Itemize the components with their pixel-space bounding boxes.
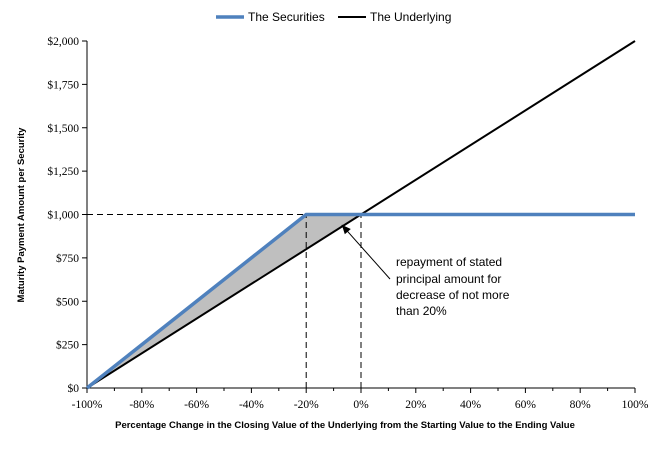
x-tick-labels: -100% -80% -60% -40% -20% 0% 20% 40% 60% 80% 100% (72, 399, 649, 411)
x-tick-label: -80% (129, 399, 154, 411)
legend: The Securities The Underlying (216, 10, 451, 24)
x-axis-title: Percentage Change in the Closing Value o… (115, 420, 575, 431)
legend-label-underlying: The Underlying (370, 10, 451, 24)
y-axis-title: Maturity Payment Amount per Security (16, 127, 27, 303)
annotation-arrow (341, 224, 391, 280)
annotation-arrowhead (341, 224, 351, 235)
reference-lines (87, 214, 362, 388)
y-tick-label: $0 (68, 382, 80, 395)
x-tick-label: 40% (460, 399, 482, 411)
legend-label-securities: The Securities (248, 10, 325, 24)
annotation-line-3: decrease of not more (396, 288, 510, 302)
x-tick-label: 100% (622, 399, 649, 411)
y-tick-label: $250 (56, 339, 79, 352)
y-tick-label: $500 (56, 295, 79, 308)
axes (82, 40, 636, 393)
y-tick-labels: $0 $250 $500 $750 $1,000 $1,250 $1,500 $1,750 $2… (47, 35, 79, 395)
x-tick-label: 0% (353, 399, 369, 411)
annotation-line-2: principal amount for (396, 272, 501, 286)
y-tick-label: $2,000 (47, 35, 79, 48)
x-tick-label: -60% (184, 399, 209, 411)
y-tick-label: $1,250 (47, 165, 79, 178)
x-tick-label: 80% (570, 399, 592, 411)
y-tick-label: $750 (56, 252, 79, 265)
y-tick-label: $1,500 (47, 122, 79, 135)
annotation: repayment of stated principal amount for… (341, 224, 510, 318)
series-line-securities (85, 212, 635, 390)
x-tick-label: -40% (239, 399, 264, 411)
series-lines (85, 40, 636, 390)
x-tick-label: 60% (515, 399, 537, 411)
annotation-line-1: repayment of stated (396, 255, 502, 269)
x-tick-label: 20% (405, 399, 427, 411)
y-tick-label: $1,750 (47, 78, 79, 91)
x-tick-label: -20% (294, 399, 319, 411)
annotation-line-4: than 20% (396, 304, 447, 318)
y-tick-label: $1,000 (47, 209, 79, 222)
x-tick-label: -100% (72, 399, 103, 411)
